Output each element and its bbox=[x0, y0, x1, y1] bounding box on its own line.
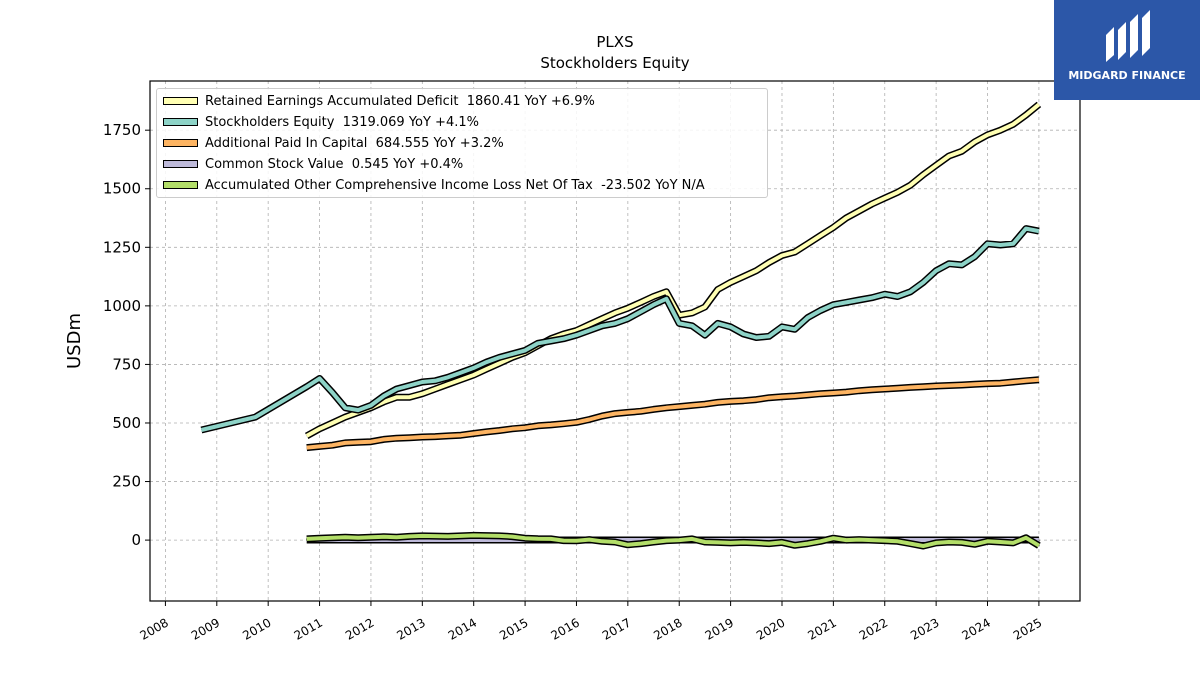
chart-subtitle: Stockholders Equity bbox=[540, 54, 689, 72]
y-axis-ticks: 0 250 500 750 1000 1250 1500 1750 bbox=[103, 121, 150, 549]
y-tick-label: 250 bbox=[112, 473, 141, 491]
legend-label: Common Stock Value 0.545 YoY +0.4% bbox=[205, 156, 464, 172]
x-tick-label: 2019 bbox=[703, 615, 736, 642]
y-tick-label: 500 bbox=[112, 414, 141, 432]
series-stockholders-equity-line-outline bbox=[200, 225, 1040, 434]
logo-mark-icon bbox=[1106, 10, 1150, 62]
y-tick-label: 1500 bbox=[103, 180, 141, 198]
legend-item: Accumulated Other Comprehensive Income L… bbox=[163, 176, 705, 194]
y-axis-label: USDm bbox=[64, 313, 85, 369]
x-tick-label: 2023 bbox=[908, 615, 941, 642]
series-aoci-line bbox=[306, 531, 1041, 550]
x-tick-label: 2016 bbox=[549, 615, 582, 642]
x-tick-label: 2009 bbox=[189, 615, 222, 642]
series-retained-earnings-line bbox=[305, 101, 1042, 439]
legend-item: Additional Paid In Capital 684.555 YoY +… bbox=[163, 134, 504, 152]
x-tick-label: 2022 bbox=[857, 615, 890, 642]
series-apic-line-stroke bbox=[306, 377, 1040, 450]
x-tick-label: 2024 bbox=[960, 615, 993, 642]
logo-text: MIDGARD FINANCE bbox=[1068, 69, 1186, 82]
x-tick-label: 2015 bbox=[497, 615, 530, 642]
series-layer bbox=[200, 101, 1042, 550]
y-tick-label: 1750 bbox=[103, 121, 141, 139]
legend: Retained Earnings Accumulated Deficit 18… bbox=[156, 88, 768, 198]
series-retained-earnings-line-stroke bbox=[305, 102, 1041, 438]
legend-item: Stockholders Equity 1319.069 YoY +4.1% bbox=[163, 113, 479, 131]
legend-item: Common Stock Value 0.545 YoY +0.4% bbox=[163, 155, 463, 173]
x-tick-label: 2008 bbox=[137, 615, 170, 642]
legend-label: Retained Earnings Accumulated Deficit 18… bbox=[205, 93, 595, 109]
chart-title: PLXS bbox=[596, 33, 633, 51]
x-tick-label: 2017 bbox=[600, 615, 633, 642]
y-tick-label: 1250 bbox=[103, 238, 141, 256]
x-tick-label: 2011 bbox=[292, 615, 325, 642]
legend-swatch bbox=[163, 139, 198, 147]
x-tick-label: 2010 bbox=[240, 615, 273, 642]
x-axis-ticks: 2008 2009 2010 2011 2012 2013 2014 2015 2016 2017… bbox=[137, 601, 1044, 643]
y-tick-label: 1000 bbox=[103, 297, 141, 315]
x-tick-label: 2018 bbox=[651, 615, 684, 642]
legend-label: Stockholders Equity 1319.069 YoY +4.1% bbox=[205, 114, 479, 130]
plot-frame bbox=[149, 80, 1081, 602]
x-tick-label: 2013 bbox=[394, 615, 427, 642]
series-apic-line bbox=[306, 376, 1040, 452]
series-stockholders-equity-line-stroke bbox=[200, 226, 1040, 432]
legend-label: Additional Paid In Capital 684.555 YoY +… bbox=[205, 135, 504, 151]
legend-swatch bbox=[163, 160, 198, 168]
legend-swatch bbox=[163, 181, 198, 189]
series-aoci-line-stroke bbox=[306, 533, 1040, 548]
x-tick-label: 2020 bbox=[754, 615, 787, 642]
legend-label: Accumulated Other Comprehensive Income L… bbox=[205, 177, 705, 193]
x-tick-label: 2021 bbox=[805, 615, 838, 642]
series-stockholders-equity-line bbox=[200, 225, 1040, 434]
legend-swatch bbox=[163, 118, 198, 126]
legend-swatch bbox=[163, 97, 198, 105]
x-tick-label: 2012 bbox=[343, 615, 376, 642]
x-tick-label: 2014 bbox=[446, 615, 479, 642]
x-tick-label: 2025 bbox=[1011, 615, 1044, 642]
brand-logo: MIDGARD FINANCE bbox=[1054, 0, 1200, 100]
legend-item: Retained Earnings Accumulated Deficit 18… bbox=[163, 92, 595, 110]
y-tick-label: 0 bbox=[131, 531, 141, 549]
y-tick-label: 750 bbox=[112, 355, 141, 373]
